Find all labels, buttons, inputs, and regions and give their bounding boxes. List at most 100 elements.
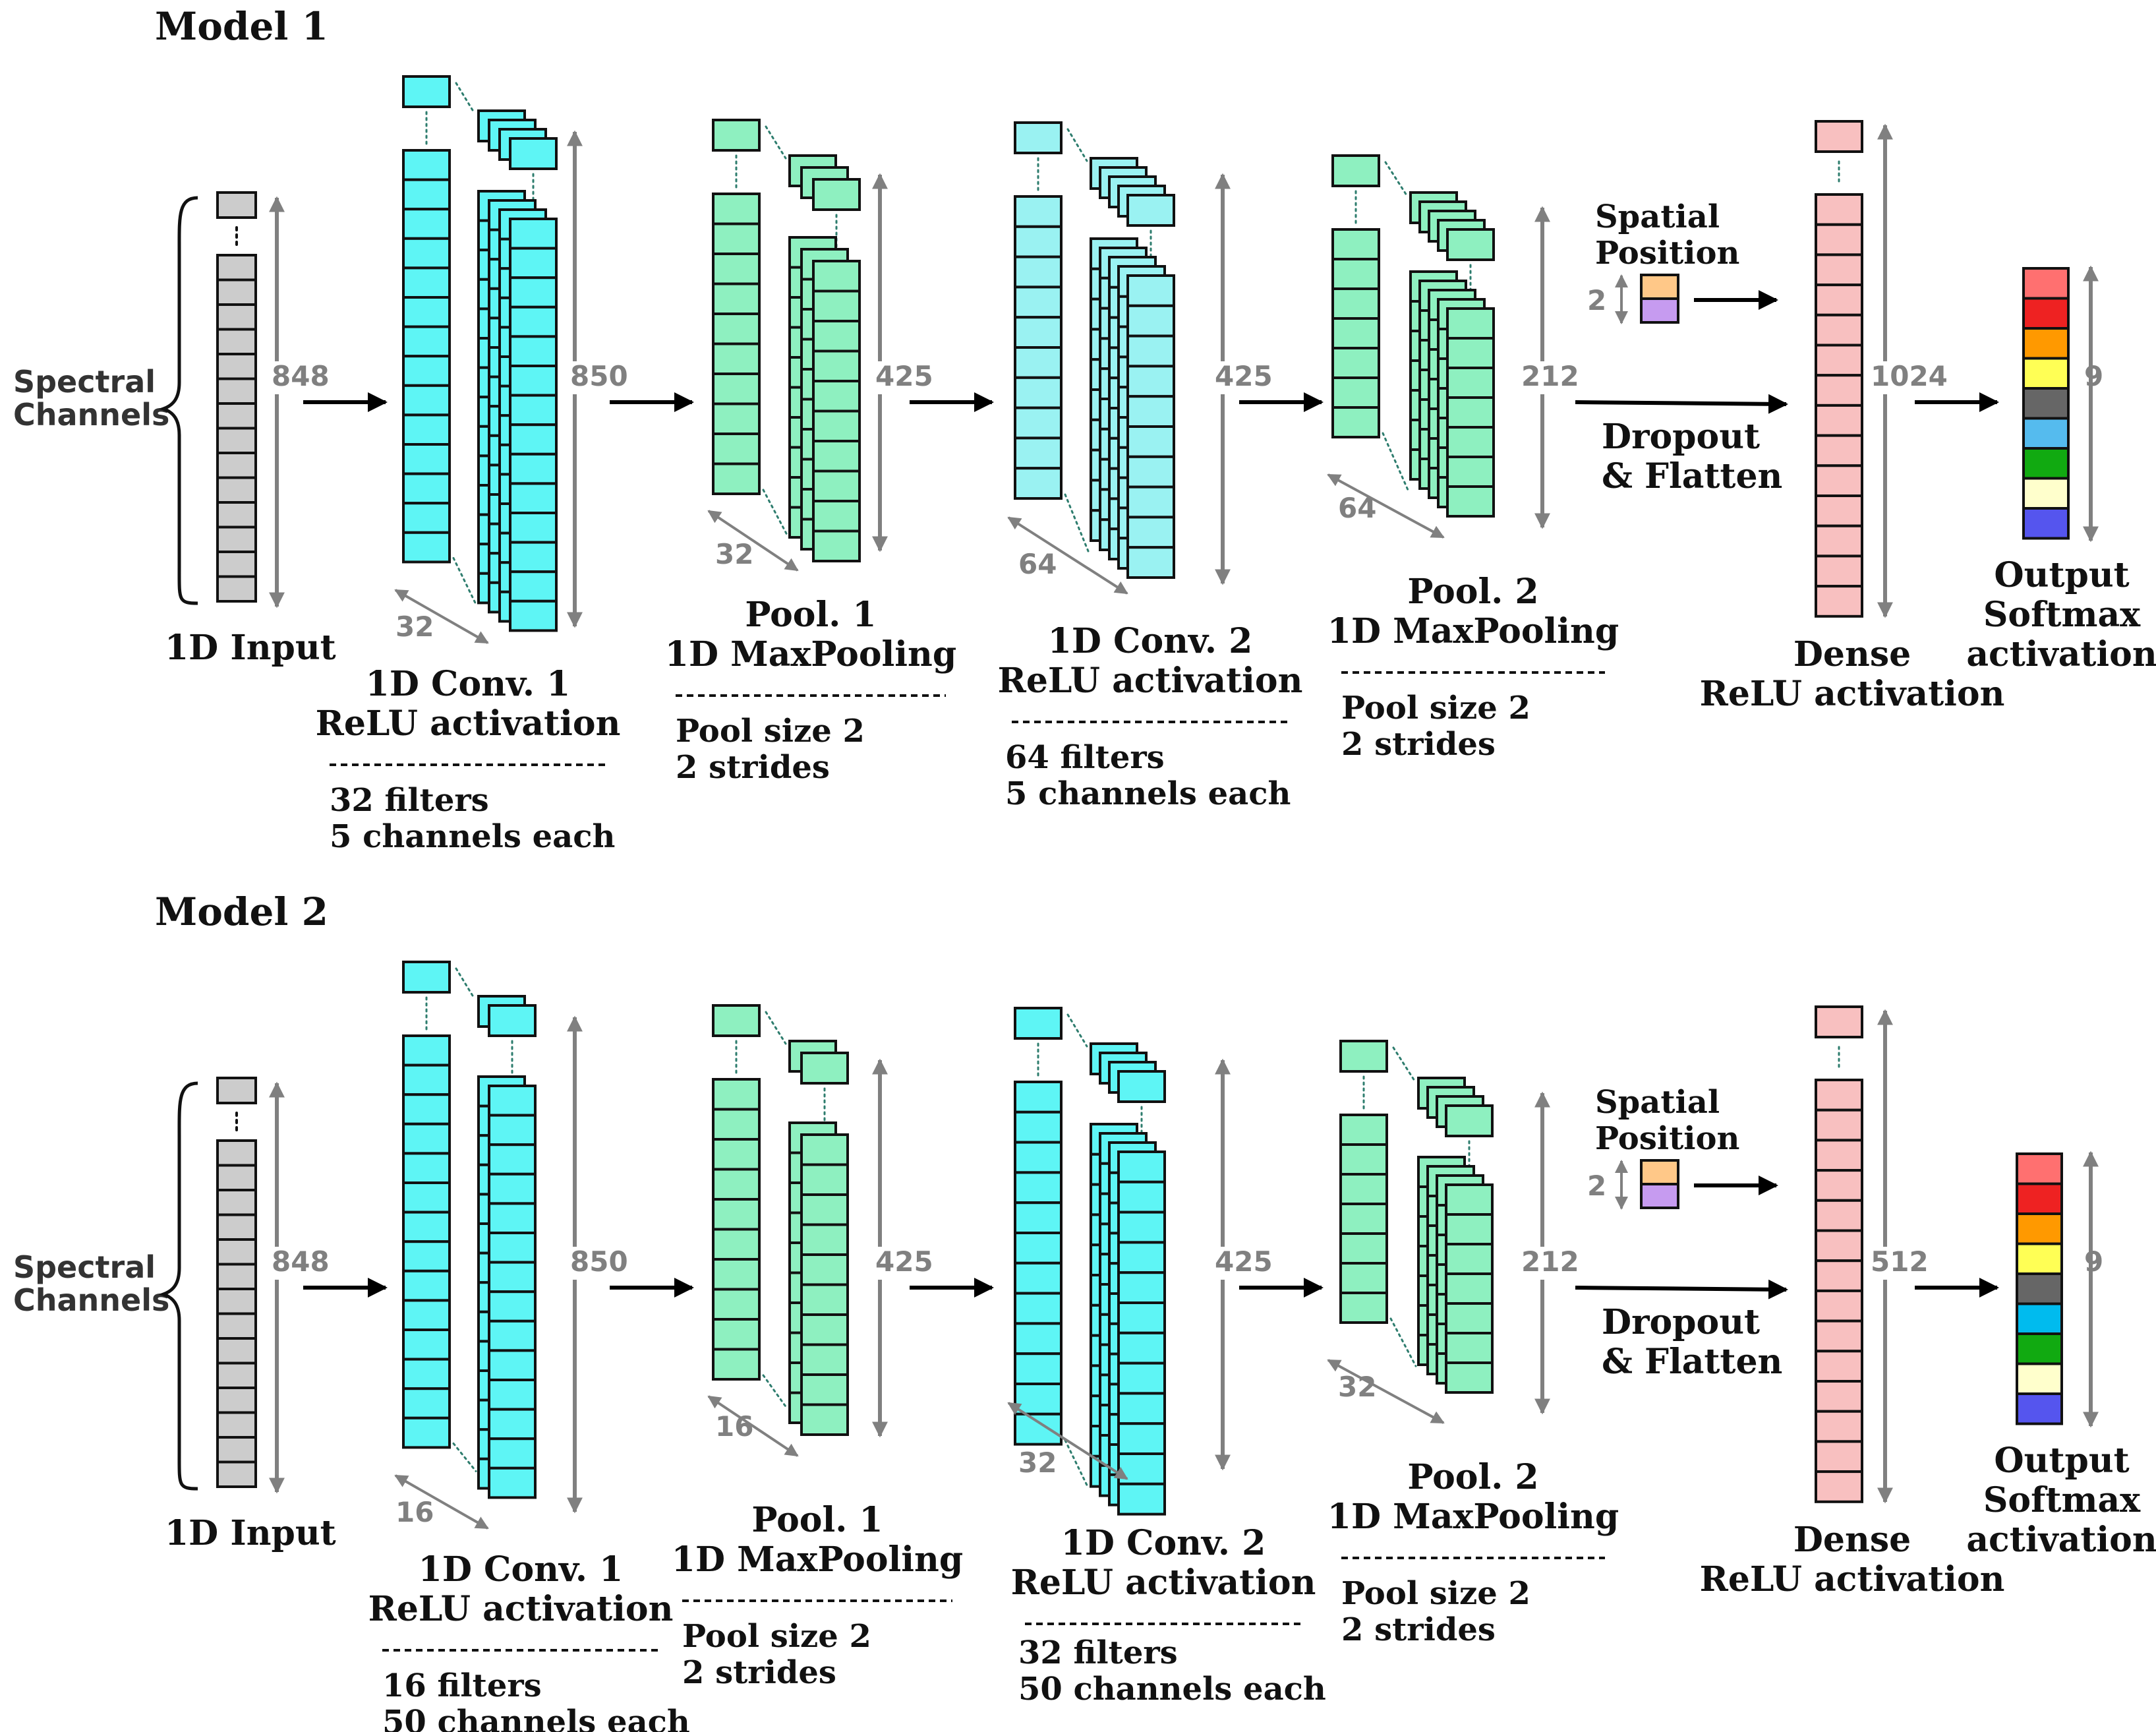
cell — [712, 373, 761, 405]
cell — [402, 266, 451, 299]
cell — [402, 1063, 451, 1096]
cell — [216, 476, 257, 504]
cell — [216, 575, 257, 603]
cell — [1339, 1203, 1388, 1235]
curly-brace — [158, 1081, 198, 1491]
cell — [1014, 1141, 1063, 1174]
conv2-block-stacked-column — [1126, 274, 1175, 580]
cell — [1014, 316, 1063, 349]
pool1-block-top-cell — [712, 1004, 761, 1037]
cell — [712, 433, 761, 465]
output-class-cell — [2016, 1242, 2063, 1275]
cell — [1445, 1183, 1494, 1216]
cell — [1446, 456, 1495, 488]
cell — [1331, 287, 1380, 320]
flatten-label-line-1: Dropout — [1602, 1302, 1760, 1342]
cell — [1117, 1331, 1166, 1365]
cell — [509, 276, 558, 309]
cell — [402, 1269, 451, 1302]
pool2-depth-label: 32 — [1338, 1371, 1376, 1403]
cell — [1815, 1380, 1863, 1413]
cell — [1331, 376, 1380, 409]
pool2-block-stacked-top-cell — [1445, 1104, 1494, 1137]
cell — [402, 1387, 451, 1419]
cell — [712, 313, 761, 345]
cell — [1014, 376, 1063, 409]
cell — [1331, 228, 1380, 260]
cell — [1117, 1361, 1166, 1395]
input-label: 1D Input — [165, 628, 336, 668]
conv2-detail-1: 32 filters — [1018, 1634, 1178, 1671]
conv2-block-bottom-diagonal-dots — [1064, 493, 1090, 552]
input-top-cell — [216, 191, 257, 219]
cell — [812, 529, 861, 562]
cell — [488, 1466, 537, 1499]
conv1-detail-2: 5 channels each — [330, 818, 615, 855]
cell — [1815, 284, 1863, 316]
cell — [1014, 285, 1063, 319]
cell — [1815, 1229, 1863, 1263]
model-title: Model 2 — [155, 889, 328, 934]
output-subtitle-2: activation — [1966, 1520, 2156, 1560]
cell — [1815, 343, 1863, 377]
cell — [712, 1108, 761, 1141]
pool1-size-label: 425 — [875, 360, 933, 392]
pool2-block-top-diagonal-dots — [1384, 161, 1408, 196]
cell — [1331, 258, 1380, 290]
cell — [509, 541, 558, 574]
cell — [402, 502, 451, 534]
output-class-cell — [2022, 447, 2070, 480]
cell — [1014, 1110, 1063, 1144]
cell — [812, 349, 861, 382]
output-subtitle-1: Softmax — [1983, 1480, 2141, 1520]
dense-size-label: 1024 — [1871, 360, 1948, 392]
conv1-depth-label: 32 — [395, 611, 434, 643]
pool1-block-top-diagonal-dots — [765, 1011, 787, 1045]
dense-subtitle: ReLU activation — [1700, 674, 2005, 714]
output-class-cell — [2022, 267, 2070, 300]
cell — [800, 1193, 849, 1226]
spatial-size-label: 2 — [1587, 1170, 1606, 1202]
conv1-block — [402, 961, 537, 1499]
conv1-block-stacked-top-cell — [509, 137, 558, 170]
cell — [1339, 1143, 1388, 1176]
pool1-block-stacked-top-cell — [800, 1052, 849, 1085]
cell — [488, 1437, 537, 1470]
cell — [1117, 1301, 1166, 1334]
cell — [1117, 1241, 1166, 1274]
cell — [812, 409, 861, 442]
pool2-detail-1: Pool size 2 — [1341, 690, 1530, 727]
pool2-title: Pool. 2 — [1407, 572, 1538, 612]
output-class-cell — [2022, 477, 2070, 510]
cell — [488, 1232, 537, 1264]
cell — [509, 599, 558, 632]
cell — [1331, 347, 1380, 379]
conv2-depth-arrow — [1007, 1402, 1128, 1480]
conv2-size-label: 425 — [1215, 1245, 1273, 1278]
cell — [402, 1093, 451, 1125]
label-backdrop — [1516, 1247, 1595, 1280]
cell — [712, 193, 761, 225]
label-backdrop — [871, 1247, 931, 1280]
cell — [1815, 313, 1863, 347]
cell — [1014, 1383, 1063, 1416]
conv2-size-label: 425 — [1215, 360, 1273, 392]
conv2-depth-arrow — [1007, 516, 1128, 595]
cell — [1339, 1173, 1388, 1205]
cell — [509, 512, 558, 544]
cell — [1014, 1322, 1063, 1356]
cell — [1815, 1350, 1863, 1383]
pool2-block-stacked-column — [1445, 1183, 1494, 1394]
pool2-block-bottom-diagonal-dots — [1389, 1317, 1417, 1367]
pool2-block — [1331, 154, 1495, 518]
cell — [488, 1408, 537, 1441]
cell — [712, 1318, 761, 1351]
conv2-depth-label: 32 — [1018, 1447, 1057, 1479]
pool1-block-bottom-diagonal-dots — [762, 1374, 788, 1410]
cell — [812, 469, 861, 502]
pool2-block-top-cell — [1331, 154, 1380, 187]
